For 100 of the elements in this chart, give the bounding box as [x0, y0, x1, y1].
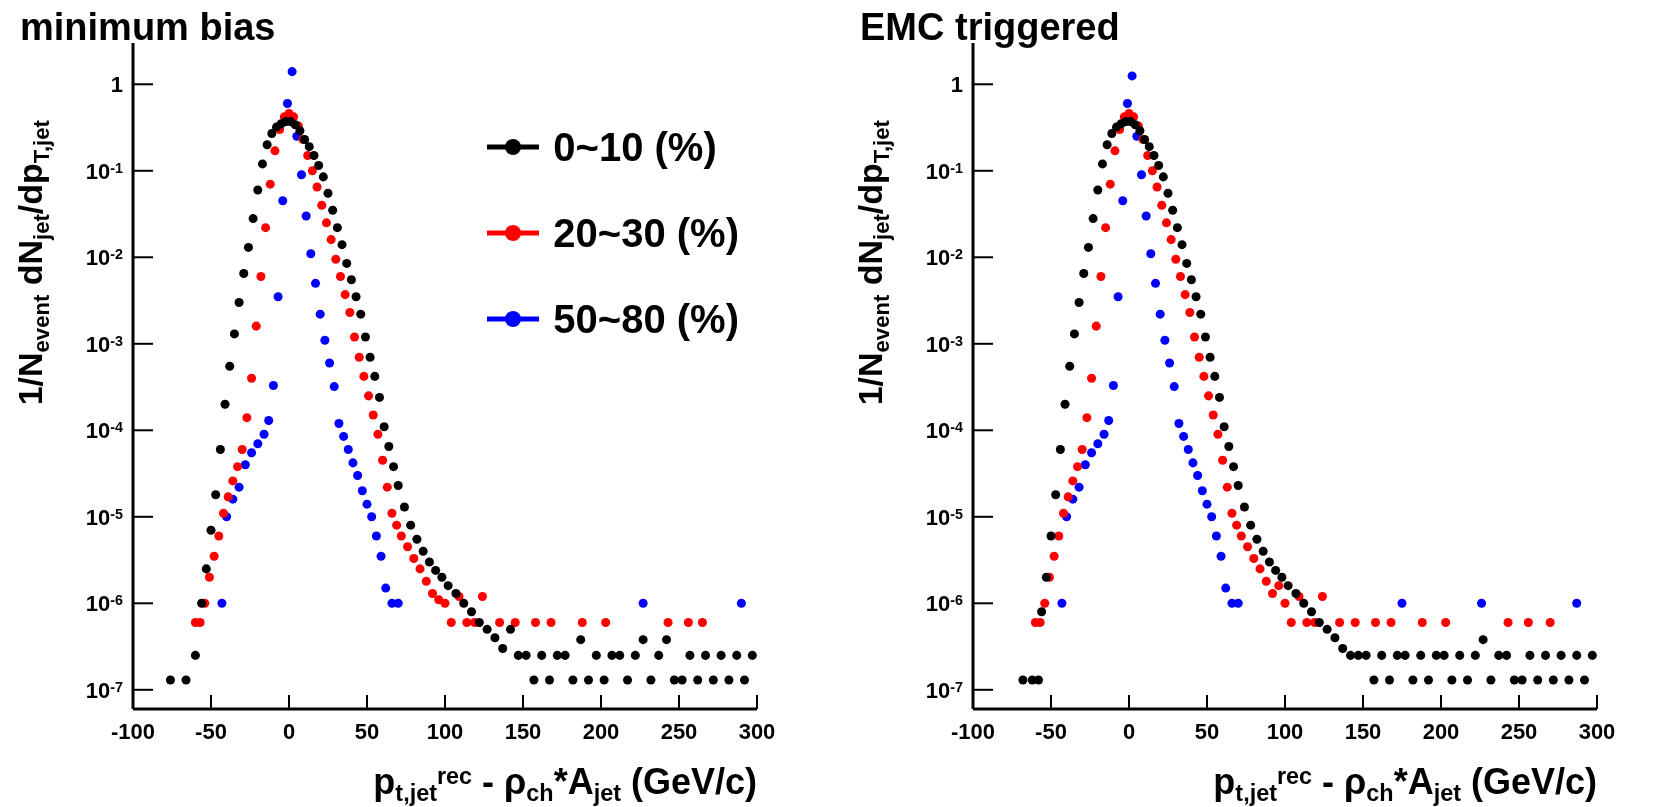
- y-tick-label: 10$^{-7}$: [85, 677, 124, 703]
- x-tick-label: 200: [582, 719, 620, 744]
- point: [1127, 71, 1137, 81]
- y-tick-label: 10$^{-1}$: [85, 158, 124, 184]
- legend-label: 20~30 (%): [553, 210, 739, 256]
- point: [1146, 249, 1156, 259]
- point: [320, 335, 330, 345]
- point: [1207, 512, 1217, 522]
- point: [264, 415, 274, 425]
- point: [1057, 598, 1067, 608]
- point: [217, 598, 227, 608]
- point: [362, 499, 372, 509]
- y-tick-label: 10$^{-3}$: [925, 331, 964, 357]
- point: [240, 460, 250, 470]
- x-tick-label: 150: [504, 719, 542, 744]
- y-tick-label: 1: [950, 72, 963, 98]
- point: [1169, 382, 1179, 392]
- point: [736, 598, 746, 608]
- x-tick-label: 50: [354, 719, 380, 744]
- y-tick-label: 10$^{-2}$: [925, 245, 964, 271]
- x-tick-label: 250: [1500, 719, 1538, 744]
- point: [278, 196, 288, 206]
- point: [334, 418, 344, 428]
- point: [371, 531, 381, 541]
- point: [357, 486, 367, 496]
- x-tick-label: -100: [110, 719, 156, 744]
- point: [1118, 196, 1128, 206]
- point: [282, 98, 292, 108]
- point: [348, 458, 358, 468]
- point: [306, 249, 316, 259]
- point: [1155, 309, 1165, 319]
- point: [1221, 583, 1231, 593]
- x-tick-label: 100: [426, 719, 464, 744]
- point: [376, 551, 386, 561]
- point: [325, 358, 335, 368]
- x-tick-label: -100: [950, 719, 996, 744]
- y-tick-label: 10$^{-6}$: [85, 591, 124, 617]
- point: [638, 598, 648, 608]
- point: [1122, 98, 1132, 108]
- legend-label: 0~10 (%): [553, 124, 717, 170]
- x-axis-title: p$_{t,jet}$$^{rec}$ - ρ$_{ch}$*A$_{jet}$ (GeV/c): [373, 761, 757, 806]
- point: [247, 448, 257, 458]
- y-tick-label: 10$^{-7}$: [925, 677, 964, 703]
- point: [1202, 499, 1212, 509]
- point: [1113, 292, 1123, 302]
- point: [343, 444, 353, 454]
- x-tick-label: -50: [1035, 719, 1067, 744]
- x-tick-label: 300: [738, 719, 776, 744]
- point: [1165, 358, 1175, 368]
- point: [1188, 458, 1198, 468]
- legend-label: 50~80 (%): [553, 296, 739, 342]
- x-axis-title: p$_{t,jet}$$^{rec}$ - ρ$_{ch}$*A$_{jet}$ (GeV/c): [1213, 761, 1597, 806]
- y-tick-label: 10$^{-2}$: [85, 245, 124, 271]
- y-tick-label: 10$^{-1}$: [925, 158, 964, 184]
- point: [367, 512, 377, 522]
- x-tick-label: 150: [1344, 719, 1382, 744]
- x-tick-label: 50: [1194, 719, 1220, 744]
- point: [234, 482, 244, 492]
- point: [1104, 415, 1114, 425]
- y-tick-label: 1: [110, 72, 123, 98]
- point: [1136, 170, 1146, 180]
- point: [259, 429, 269, 439]
- point: [1183, 444, 1193, 454]
- point: [339, 431, 349, 441]
- point: [1193, 471, 1203, 481]
- point: [1211, 531, 1221, 541]
- point: [296, 170, 306, 180]
- chart-title: EMC triggered: [860, 6, 1120, 49]
- point: [1197, 486, 1207, 496]
- x-tick-label: 100: [1266, 719, 1304, 744]
- point: [287, 67, 297, 77]
- point: [381, 583, 391, 593]
- x-tick-label: 300: [1578, 719, 1616, 744]
- point: [253, 439, 263, 449]
- point: [1174, 418, 1184, 428]
- point: [1099, 429, 1109, 439]
- x-tick-label: 0: [1122, 719, 1136, 744]
- point: [1080, 460, 1090, 470]
- point: [1141, 211, 1151, 221]
- point: [1572, 598, 1582, 608]
- point: [311, 278, 321, 288]
- point: [1087, 448, 1097, 458]
- point: [301, 211, 311, 221]
- point: [1074, 482, 1084, 492]
- x-tick-label: -50: [195, 719, 227, 744]
- point: [1397, 598, 1407, 608]
- point: [273, 292, 283, 302]
- point: [1093, 439, 1103, 449]
- y-tick-label: 10$^{-5}$: [925, 504, 964, 530]
- x-tick-label: 250: [660, 719, 698, 744]
- y-tick-label: 10$^{-4}$: [925, 418, 964, 444]
- point: [1151, 278, 1161, 288]
- point: [353, 471, 363, 481]
- y-tick-label: 10$^{-5}$: [85, 504, 124, 530]
- point: [1477, 598, 1487, 608]
- point: [1160, 335, 1170, 345]
- point: [1108, 380, 1118, 390]
- point: [268, 380, 278, 390]
- point: [1216, 551, 1226, 561]
- x-tick-label: 0: [282, 719, 296, 744]
